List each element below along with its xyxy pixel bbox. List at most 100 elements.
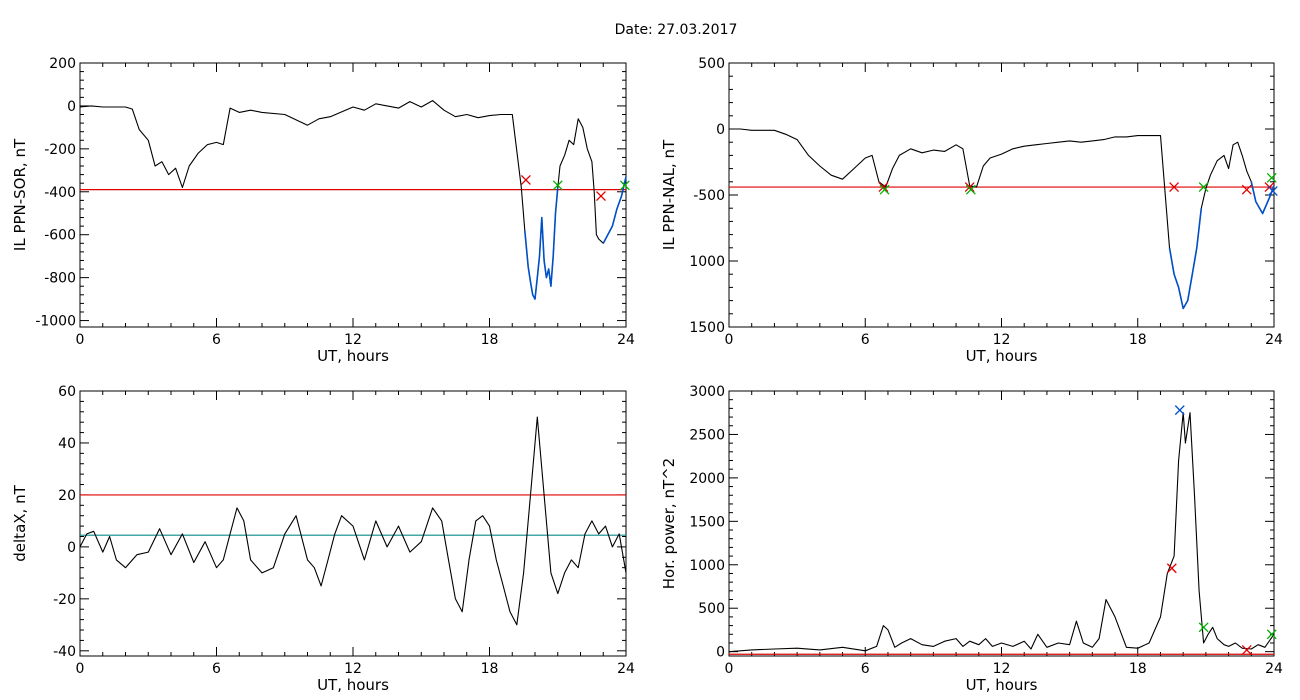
y-tick-label: -800 bbox=[44, 271, 76, 287]
event-marker bbox=[1174, 405, 1185, 416]
y-tick-label: 0 bbox=[67, 540, 76, 556]
x-tick-label: 6 bbox=[861, 661, 870, 677]
chart-deltax: 0 6 12 18 24 60 40 20 0 -20 -40 UT, hours deltaX, nT bbox=[11, 384, 635, 694]
x-tick-label: 24 bbox=[617, 332, 635, 348]
x-axis-label: UT, hours bbox=[966, 676, 1038, 694]
y-tick-label: -500 bbox=[693, 188, 725, 204]
event-marker bbox=[1241, 644, 1252, 655]
x-tick-label: 6 bbox=[861, 332, 870, 348]
x-tick-label: 6 bbox=[212, 661, 221, 677]
x-tick-label: 12 bbox=[993, 332, 1011, 348]
y-tick-label: -200 bbox=[44, 142, 76, 158]
marker-stroke bbox=[1241, 644, 1252, 655]
event-marker bbox=[596, 191, 606, 202]
event-marker bbox=[1169, 182, 1180, 193]
event-marker bbox=[520, 175, 531, 185]
chart-hor-power: 0 6 12 18 24 3000 2500 2000 1500 1000 500 0 UT, hour… bbox=[660, 384, 1283, 694]
y-tick-label: -20 bbox=[53, 592, 76, 608]
event-marker bbox=[964, 182, 975, 193]
y-tick-label: 0 bbox=[716, 122, 725, 138]
event-marker bbox=[619, 180, 630, 191]
plot-frame bbox=[728, 62, 1275, 328]
marker-stroke bbox=[596, 191, 606, 202]
marker-stroke bbox=[520, 175, 531, 185]
y-tick-label: 500 bbox=[698, 56, 725, 72]
y-tick-label: 1000 bbox=[689, 254, 725, 270]
plot-frame bbox=[728, 390, 1275, 657]
marker-stroke bbox=[1198, 182, 1209, 193]
y-axis-label: Hor. power, nT^2 bbox=[660, 458, 678, 589]
y-tick-label: 0 bbox=[716, 645, 725, 661]
y-tick-label: 60 bbox=[58, 384, 76, 400]
event-marker bbox=[1198, 622, 1209, 633]
series-line bbox=[728, 412, 1275, 653]
marker-stroke bbox=[1241, 184, 1252, 195]
plot-frame bbox=[79, 62, 627, 328]
y-tick-label: 20 bbox=[58, 488, 76, 504]
marker-stroke bbox=[1266, 172, 1277, 183]
x-tick-label: 18 bbox=[481, 661, 499, 677]
x-tick-label: 0 bbox=[76, 661, 85, 677]
marker-stroke bbox=[1266, 629, 1277, 640]
x-tick-label: 0 bbox=[725, 332, 734, 348]
marker-stroke bbox=[1174, 405, 1185, 416]
y-tick-label: 200 bbox=[49, 56, 76, 72]
chart-ppn-sor: 0 6 12 18 24 200 0 -200 -400 -600 -800 -1000 UT, hou… bbox=[11, 56, 635, 365]
y-tick-label: -600 bbox=[44, 228, 76, 244]
y-tick-label: 1000 bbox=[689, 558, 725, 574]
x-tick-label: 12 bbox=[993, 661, 1011, 677]
y-tick-label: 40 bbox=[58, 436, 76, 452]
x-axis-label: UT, hours bbox=[317, 347, 389, 365]
event-marker bbox=[1266, 172, 1277, 183]
highlight-segment bbox=[524, 187, 559, 300]
marker-stroke bbox=[878, 182, 889, 193]
event-marker bbox=[1241, 184, 1252, 195]
event-marker bbox=[1266, 629, 1277, 640]
figure-title: Date: 27.03.2017 bbox=[615, 22, 738, 38]
y-tick-label: 500 bbox=[698, 601, 725, 617]
event-marker bbox=[965, 184, 976, 195]
y-tick-label: 1500 bbox=[689, 514, 725, 530]
marker-stroke bbox=[1267, 186, 1278, 196]
series-line bbox=[729, 128, 1275, 310]
y-tick-label: -400 bbox=[44, 185, 76, 201]
highlight-segment bbox=[1168, 208, 1203, 310]
series-line bbox=[79, 416, 627, 626]
marker-stroke bbox=[964, 182, 975, 193]
x-tick-label: 0 bbox=[76, 332, 85, 348]
series-line bbox=[79, 100, 627, 300]
marker-stroke bbox=[1198, 622, 1209, 633]
y-tick-label: 0 bbox=[67, 99, 76, 115]
event-marker bbox=[552, 180, 563, 191]
marker-stroke bbox=[552, 180, 563, 191]
x-tick-label: 18 bbox=[481, 332, 499, 348]
chart-ppn-nal: 0 6 12 18 24 500 0 -500 1000 1500 UT, hours IL PPN-… bbox=[660, 56, 1283, 365]
y-axis-label: IL PPN-SOR, nT bbox=[11, 138, 29, 251]
marker-stroke bbox=[619, 180, 630, 191]
y-axis-label: IL PPN-NAL, nT bbox=[660, 139, 678, 250]
event-marker bbox=[1166, 563, 1177, 574]
y-tick-label: 2000 bbox=[689, 471, 725, 487]
marker-stroke bbox=[965, 184, 976, 195]
x-tick-label: 24 bbox=[617, 661, 635, 677]
x-axis-label: UT, hours bbox=[317, 676, 389, 694]
y-tick-label: -1000 bbox=[35, 314, 76, 330]
marker-stroke bbox=[1166, 563, 1177, 574]
event-marker bbox=[1267, 186, 1278, 196]
x-tick-label: 18 bbox=[1129, 332, 1147, 348]
highlight-segment bbox=[602, 176, 627, 244]
marker-stroke bbox=[879, 184, 890, 195]
x-tick-label: 12 bbox=[344, 661, 362, 677]
y-tick-label: 3000 bbox=[689, 384, 725, 400]
y-axis-label: deltaX, nT bbox=[11, 484, 29, 561]
y-tick-label: 2500 bbox=[689, 427, 725, 443]
plot-frame bbox=[79, 390, 627, 657]
event-marker bbox=[878, 182, 889, 193]
x-tick-label: 24 bbox=[1265, 332, 1283, 348]
y-tick-label: -40 bbox=[53, 644, 76, 660]
event-marker bbox=[879, 184, 890, 195]
x-axis-label: UT, hours bbox=[966, 347, 1038, 365]
x-tick-label: 0 bbox=[725, 661, 734, 677]
event-marker bbox=[1198, 182, 1209, 193]
